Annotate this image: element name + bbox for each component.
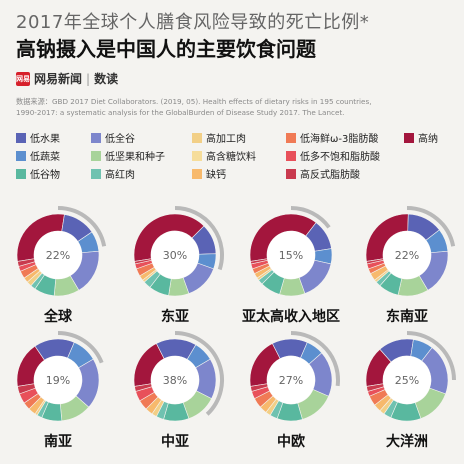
region-label: 南亚 (44, 433, 72, 450)
legend: 低水果 低全谷 高加工肉 低海鲜ω-3脂肪酸 高纳低蔬菜 低坚果和种子 高含糖饮料 低多不饱和… (16, 130, 456, 181)
legend-item: 高含糖饮料 (192, 148, 286, 163)
legend-label: 高红肉 (105, 170, 135, 181)
legend-swatch (91, 132, 101, 143)
legend-swatch (286, 168, 296, 179)
brand-divider: | (86, 71, 91, 86)
legend-item: 低多不饱和脂肪酸 (286, 148, 404, 163)
donut-chart: 15% 亚太高收入地区 (242, 206, 340, 325)
center-value-label: 22% (395, 249, 419, 262)
legend-item: 高加工肉 (192, 130, 286, 145)
donut-hole (383, 356, 431, 404)
legend-item: 低蔬菜 (16, 148, 91, 163)
legend-label: 高含糖饮料 (206, 152, 256, 163)
brand: 网易 网易新闻 | 数读 (16, 70, 118, 87)
legend-swatch (286, 132, 296, 143)
legend-item: 低谷物 (16, 166, 91, 181)
donut-chart: 38% 中亚 (133, 331, 224, 450)
legend-label: 低海鲜ω-3脂肪酸 (300, 134, 379, 145)
share-arc (406, 206, 456, 247)
legend-label: 缺钙 (206, 170, 226, 181)
legend-item: 高纳 (404, 130, 454, 145)
donut-chart: 30% 东亚 (133, 206, 224, 325)
donut-chart: 25% 大洋洲 (365, 331, 456, 450)
legend-label: 高反式脂肪酸 (300, 170, 360, 181)
legend-item: 低全谷 (91, 130, 192, 145)
chart-title: 2017年全球个人膳食风险导致的死亡比例* (16, 12, 370, 33)
donut-hole (34, 356, 82, 404)
legend-item: 高反式脂肪酸 (286, 166, 404, 181)
legend-label: 高纳 (418, 134, 438, 145)
share-arc (290, 206, 331, 229)
share-arc (57, 331, 104, 364)
share-arc (290, 331, 340, 387)
center-value-label: 19% (46, 374, 70, 387)
legend-swatch (192, 150, 202, 161)
share-arc (174, 206, 224, 271)
region-label: 中欧 (277, 433, 305, 450)
legend-label: 低全谷 (105, 134, 135, 145)
donut-hole (383, 231, 431, 279)
center-value-label: 38% (163, 374, 187, 387)
share-arc (174, 331, 224, 416)
donut-chart: 22% 全球 (16, 206, 107, 325)
source-line-2: 1990-2017: a systematic analysis for the… (16, 108, 345, 117)
brand-section: 数读 (94, 72, 119, 86)
source-line-1: 数据来源：GBD 2017 Diet Collaborators. (2019,… (16, 97, 372, 106)
legend-label: 低水果 (30, 134, 60, 145)
legend-item: 高红肉 (91, 166, 192, 181)
brand-name: 网易新闻 (34, 72, 83, 86)
region-label: 东南亚 (386, 308, 428, 325)
donut-chart: 22% 东南亚 (365, 206, 456, 325)
donut-chart: 19% 南亚 (16, 331, 104, 450)
donut-hole (151, 356, 199, 404)
chart-subtitle: 高钠摄入是中国人的主要饮食问题 (16, 37, 316, 61)
share-arc (406, 331, 456, 381)
legend-label: 低谷物 (30, 170, 60, 181)
region-label: 东亚 (161, 308, 189, 325)
legend-swatch (91, 168, 101, 179)
legend-swatch (192, 132, 202, 143)
center-value-label: 25% (395, 374, 419, 387)
donut-hole (34, 231, 82, 279)
center-value-label: 22% (46, 249, 70, 262)
region-label: 中亚 (161, 433, 189, 450)
center-value-label: 30% (163, 249, 187, 262)
center-value-label: 15% (279, 249, 303, 262)
legend-swatch (192, 168, 202, 179)
legend-item: 低海鲜ω-3脂肪酸 (286, 130, 404, 145)
legend-label: 低坚果和种子 (105, 152, 165, 163)
legend-swatch (16, 150, 26, 161)
center-value-label: 27% (279, 374, 303, 387)
netease-logo-icon: 网易 (16, 71, 30, 86)
legend-swatch (16, 132, 26, 143)
donut-hole (267, 231, 315, 279)
legend-label: 高加工肉 (206, 134, 246, 145)
donut-hole (151, 231, 199, 279)
legend-swatch (404, 132, 414, 143)
legend-swatch (286, 150, 296, 161)
legend-item: 低坚果和种子 (91, 148, 192, 163)
legend-item: 低水果 (16, 130, 91, 145)
donut-hole (267, 356, 315, 404)
donut-chart: 27% 中欧 (249, 331, 340, 450)
region-label: 亚太高收入地区 (242, 308, 340, 325)
region-label: 大洋洲 (386, 433, 428, 450)
source-note: 数据来源：GBD 2017 Diet Collaborators. (2019,… (16, 96, 452, 118)
share-arc (57, 206, 107, 247)
legend-label: 低多不饱和脂肪酸 (300, 152, 380, 163)
legend-swatch (91, 150, 101, 161)
region-label: 全球 (43, 308, 73, 325)
legend-item: 缺钙 (192, 166, 286, 181)
legend-swatch (16, 168, 26, 179)
legend-label: 低蔬菜 (30, 152, 60, 163)
